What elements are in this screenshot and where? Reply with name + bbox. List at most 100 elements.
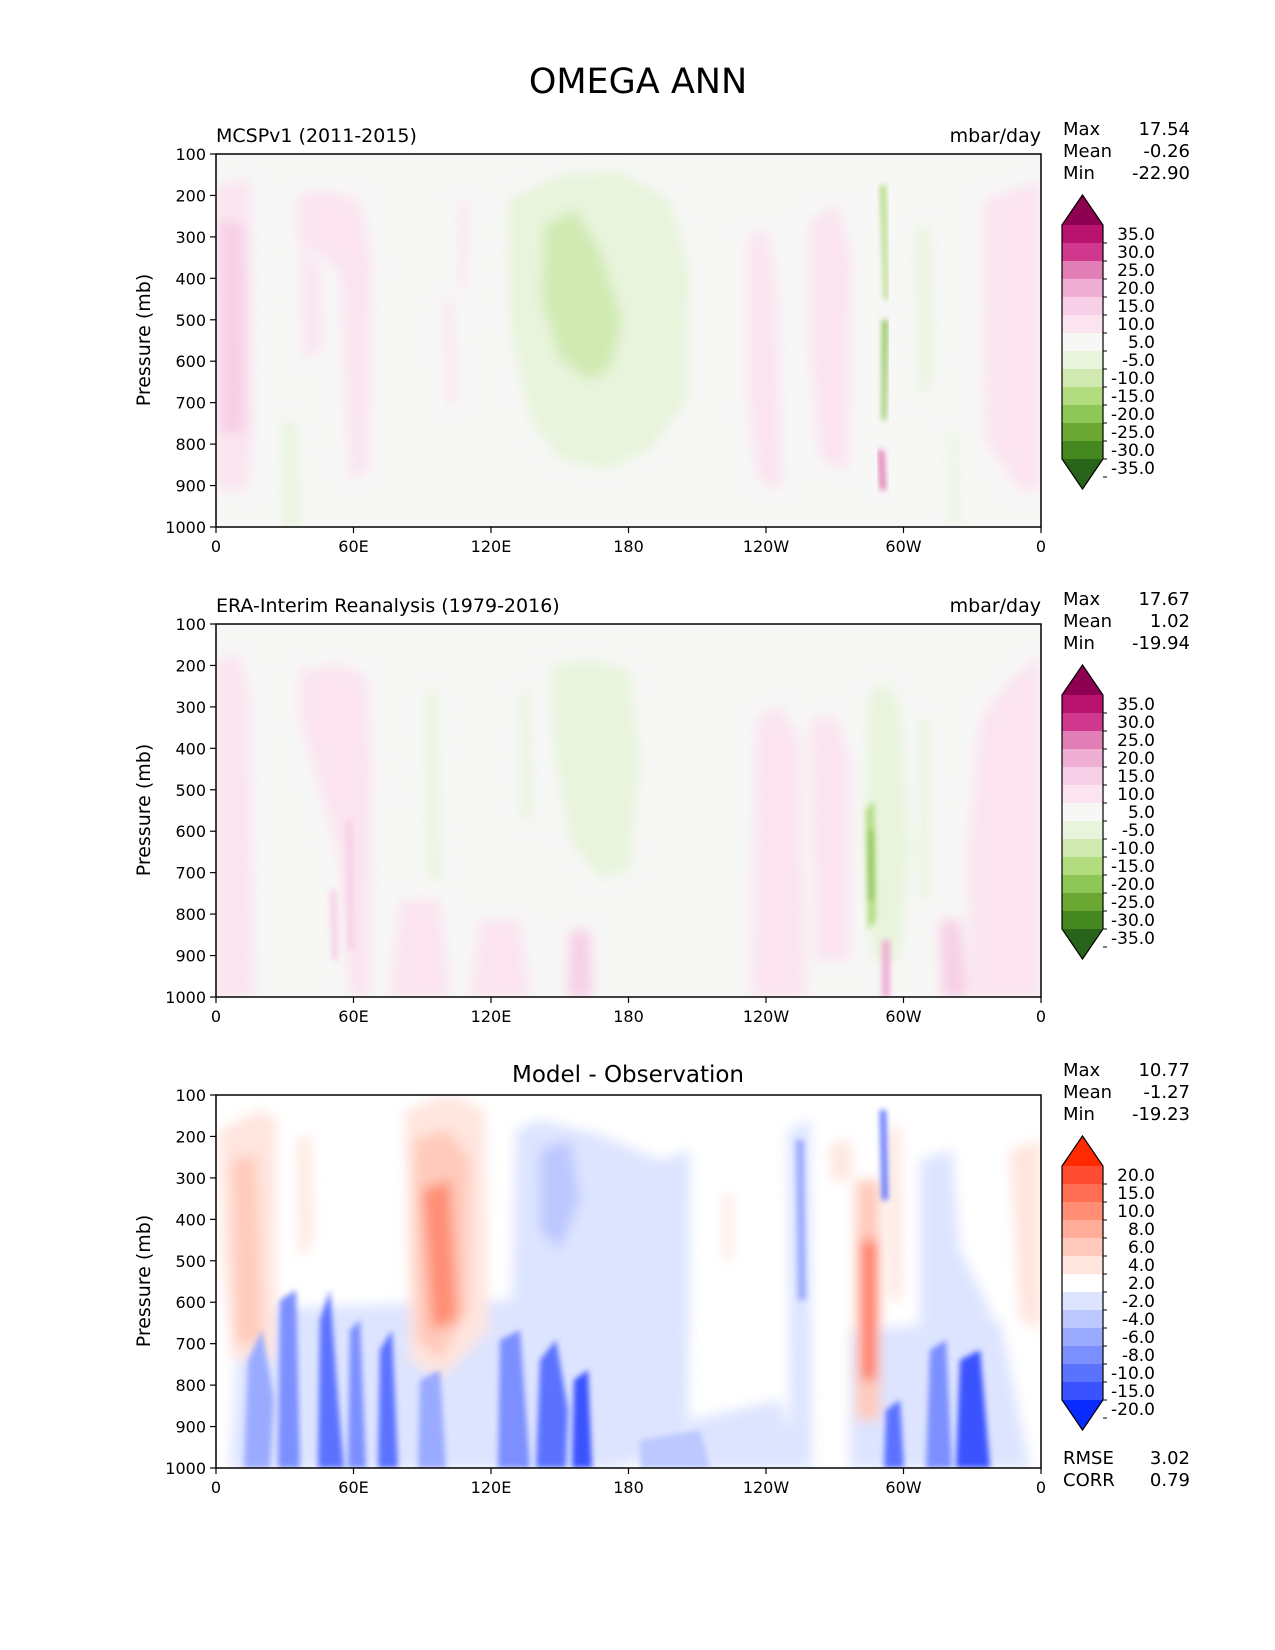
colorbar-label: 10.0: [1117, 1202, 1155, 1222]
y-tick-label: 600: [175, 822, 206, 841]
x-tick-label: 120E: [471, 1007, 512, 1026]
colorbar-label: -10.0: [1111, 1364, 1155, 1384]
x-tick-label: 180: [613, 537, 644, 556]
x-tick-label: 60W: [885, 1478, 921, 1497]
y-tick-label: 100: [175, 1086, 206, 1105]
colorbar-label: -8.0: [1122, 1346, 1155, 1366]
y-axis-ticks: 100 200 300 400 500 600 700 800 900 1000: [165, 615, 216, 1007]
colorbar-label: -20.0: [1111, 1400, 1155, 1420]
colorbar-label: -10.0: [1111, 369, 1155, 389]
colorbar-swatch: [1062, 1310, 1103, 1329]
colorbar-label: 5.0: [1128, 803, 1155, 823]
colorbar-swatch: [1062, 1184, 1103, 1203]
colorbar-label: -10.0: [1111, 839, 1155, 859]
y-tick-label: 800: [175, 1376, 206, 1395]
colorbar-swatch: [1062, 279, 1103, 298]
heatmap-field: [216, 154, 1041, 527]
colorbar-label: -25.0: [1111, 423, 1155, 443]
colorbar-swatch: [1062, 351, 1103, 370]
colorbar: 35.030.025.020.015.010.05.0-5.0-10.0-15.…: [1061, 663, 1155, 961]
colorbar-swatch: [1062, 803, 1103, 822]
colorbar: 35.030.025.020.015.010.05.0-5.0-10.0-15.…: [1061, 193, 1155, 491]
stat-max-label: Max: [1063, 119, 1101, 140]
heatmap-field: [216, 1095, 1041, 1468]
x-tick-label: 60W: [885, 1007, 921, 1026]
colorbar-label: -20.0: [1111, 405, 1155, 425]
colorbar-label: 25.0: [1117, 261, 1155, 281]
colorbar-label: 35.0: [1117, 695, 1155, 715]
y-tick-label: 300: [175, 698, 206, 717]
y-tick-label: 400: [175, 739, 206, 758]
y-tick-label: 700: [175, 1335, 206, 1354]
x-tick-label: 120W: [743, 537, 790, 556]
y-tick-label: 400: [175, 269, 206, 288]
colorbar-label: 15.0: [1117, 297, 1155, 317]
panel-title: MCSPv1 (2011-2015): [216, 125, 417, 147]
colorbar-swatch: [1062, 441, 1103, 460]
colorbar-swatch: [1062, 821, 1103, 840]
colorbar-label: -35.0: [1111, 929, 1155, 949]
y-tick-label: 1000: [165, 518, 206, 537]
y-tick-label: 600: [175, 1293, 206, 1312]
units-label: mbar/day: [950, 125, 1041, 147]
colorbar-label: -5.0: [1122, 351, 1155, 371]
colorbar-swatch: [1062, 1166, 1103, 1185]
y-tick-label: 700: [175, 394, 206, 413]
colorbar-extend-top: [1062, 195, 1103, 225]
stat-min-value: -19.23: [1132, 1104, 1190, 1125]
colorbar-label: 20.0: [1117, 1166, 1155, 1186]
colorbar-swatch: [1062, 243, 1103, 262]
y-tick-label: 1000: [165, 1459, 206, 1478]
colorbar-extend-bottom: [1062, 1400, 1103, 1430]
stat-max-value: 17.54: [1138, 119, 1190, 140]
y-axis-label: Pressure (mb): [133, 274, 155, 407]
x-tick-label: 0: [211, 1007, 221, 1026]
colorbar-label: 6.0: [1128, 1238, 1155, 1258]
y-tick-label: 800: [175, 435, 206, 454]
x-axis-ticks: 0 60E 120E 180 120W 60W 0: [211, 997, 1046, 1026]
colorbar-label: -15.0: [1111, 857, 1155, 877]
colorbar-extend-top: [1062, 1136, 1103, 1166]
colorbar-label: -20.0: [1111, 875, 1155, 895]
colorbar-swatch: [1062, 423, 1103, 442]
y-tick-label: 600: [175, 352, 206, 371]
x-tick-label: 60E: [338, 1478, 368, 1497]
colorbar-swatch: [1062, 1274, 1103, 1293]
colorbar-label: 15.0: [1117, 767, 1155, 787]
stat-max-value: 17.67: [1138, 589, 1190, 610]
colorbar-swatch: [1062, 1256, 1103, 1275]
colorbar-label: -30.0: [1111, 441, 1155, 461]
panel-model: MCSPv1 (2011-2015) mbar/day: [133, 119, 1190, 556]
colorbar-swatch: [1062, 297, 1103, 316]
x-axis-ticks: 0 60E 120E 180 120W 60W 0: [211, 1468, 1046, 1497]
colorbar-label: 10.0: [1117, 315, 1155, 335]
colorbar-swatch: [1062, 875, 1103, 894]
figure-title: OMEGA ANN: [529, 62, 747, 102]
colorbar-extend-top: [1062, 665, 1103, 695]
stat-mean-label: Mean: [1063, 141, 1112, 162]
units-label: mbar/day: [950, 595, 1041, 617]
colorbar-swatch: [1062, 695, 1103, 714]
colorbar-swatch: [1062, 893, 1103, 912]
colorbar-swatch: [1062, 767, 1103, 786]
colorbar-swatch: [1062, 857, 1103, 876]
stat-rmse-value: 3.02: [1150, 1448, 1190, 1469]
colorbar-swatch: [1062, 387, 1103, 406]
colorbar-label: -35.0: [1111, 459, 1155, 479]
x-tick-label: 120E: [471, 1478, 512, 1497]
y-tick-label: 900: [175, 1418, 206, 1437]
y-tick-label: 200: [175, 656, 206, 675]
panel-title: Model - Observation: [512, 1062, 744, 1088]
y-tick-label: 500: [175, 781, 206, 800]
colorbar-swatch: [1062, 1202, 1103, 1221]
stat-mean-label: Mean: [1063, 611, 1112, 632]
y-tick-label: 900: [175, 477, 206, 496]
colorbar-label: -15.0: [1111, 387, 1155, 407]
x-tick-label: 60E: [338, 1007, 368, 1026]
colorbar-swatch: [1062, 369, 1103, 388]
colorbar: 20.015.010.08.06.04.02.0-2.0-4.0-6.0-8.0…: [1061, 1134, 1155, 1432]
stat-mean-value: -1.27: [1143, 1082, 1190, 1103]
colorbar-swatch: [1062, 1364, 1103, 1383]
panel-difference: Model - Observation: [133, 1060, 1190, 1497]
